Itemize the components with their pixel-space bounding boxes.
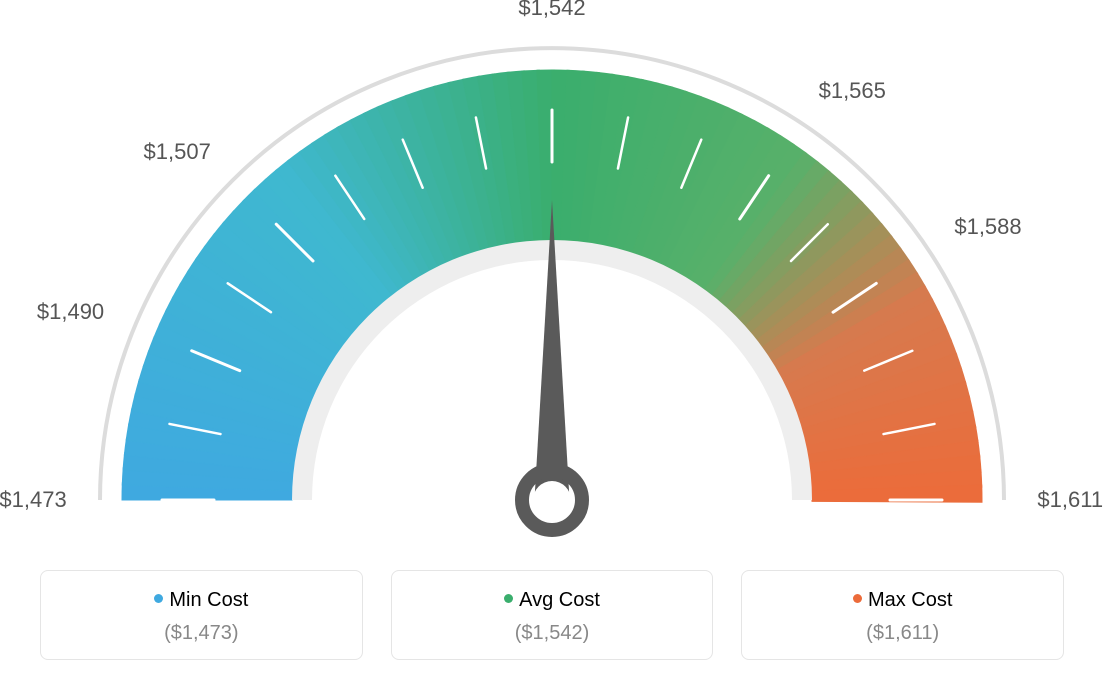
chart-container: $1,473 $1,490 $1,507 $1,542 $1,565 $1,588 $1,6…	[0, 0, 1104, 690]
legend-card-max: Max Cost ($1,611)	[741, 570, 1064, 660]
legend-title-min: Min Cost	[51, 589, 352, 612]
legend-card-avg: Avg Cost ($1,542)	[391, 570, 714, 660]
gauge-svg	[0, 0, 1104, 540]
legend-value-avg: ($1,542)	[402, 622, 703, 645]
gauge-tick-label: $1,588	[954, 214, 1021, 240]
legend-title-text: Min Cost	[169, 589, 248, 611]
legend-title-avg: Avg Cost	[402, 589, 703, 612]
gauge-tick-label: $1,542	[518, 0, 585, 21]
gauge-tick-label: $1,473	[0, 487, 67, 513]
legend-card-min: Min Cost ($1,473)	[40, 570, 363, 660]
legend-row: Min Cost ($1,473) Avg Cost ($1,542) Max …	[40, 570, 1064, 660]
dot-icon	[154, 594, 163, 603]
gauge-tick-label: $1,611	[1037, 487, 1103, 513]
dot-icon	[504, 594, 513, 603]
dot-icon	[853, 594, 862, 603]
legend-title-max: Max Cost	[752, 589, 1053, 612]
gauge-chart: $1,473 $1,490 $1,507 $1,542 $1,565 $1,588 $1,6…	[0, 0, 1104, 540]
legend-title-text: Max Cost	[868, 589, 952, 611]
gauge-tick-label: $1,565	[819, 78, 886, 104]
legend-value-min: ($1,473)	[51, 622, 352, 645]
gauge-tick-label: $1,490	[37, 299, 104, 325]
gauge-tick-label: $1,507	[144, 139, 211, 165]
legend-title-text: Avg Cost	[519, 589, 600, 611]
legend-value-max: ($1,611)	[752, 622, 1053, 645]
